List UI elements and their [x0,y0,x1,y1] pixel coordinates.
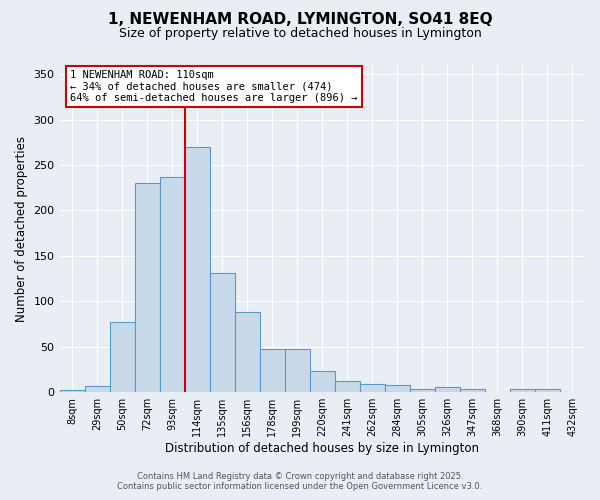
Bar [410,388,435,392]
Bar [235,312,260,392]
Bar [335,382,360,392]
Text: 1, NEWENHAM ROAD, LYMINGTON, SO41 8EQ: 1, NEWENHAM ROAD, LYMINGTON, SO41 8EQ [107,12,493,28]
Bar [510,390,535,392]
Bar [85,386,110,392]
Bar [285,350,310,392]
Bar [209,273,235,392]
Bar [435,387,460,392]
Bar [160,177,185,392]
Y-axis label: Number of detached properties: Number of detached properties [15,136,28,322]
Text: Contains HM Land Registry data © Crown copyright and database right 2025.
Contai: Contains HM Land Registry data © Crown c… [118,472,482,491]
Bar [110,322,134,392]
Bar [460,388,485,392]
Bar [260,348,285,392]
Bar [385,385,410,392]
X-axis label: Distribution of detached houses by size in Lymington: Distribution of detached houses by size … [165,442,479,455]
Bar [535,390,560,392]
Bar [59,390,85,392]
Bar [134,183,160,392]
Bar [360,384,385,392]
Text: Size of property relative to detached houses in Lymington: Size of property relative to detached ho… [119,28,481,40]
Text: 1 NEWENHAM ROAD: 110sqm
← 34% of detached houses are smaller (474)
64% of semi-d: 1 NEWENHAM ROAD: 110sqm ← 34% of detache… [70,70,358,103]
Bar [185,147,209,392]
Bar [310,372,335,392]
